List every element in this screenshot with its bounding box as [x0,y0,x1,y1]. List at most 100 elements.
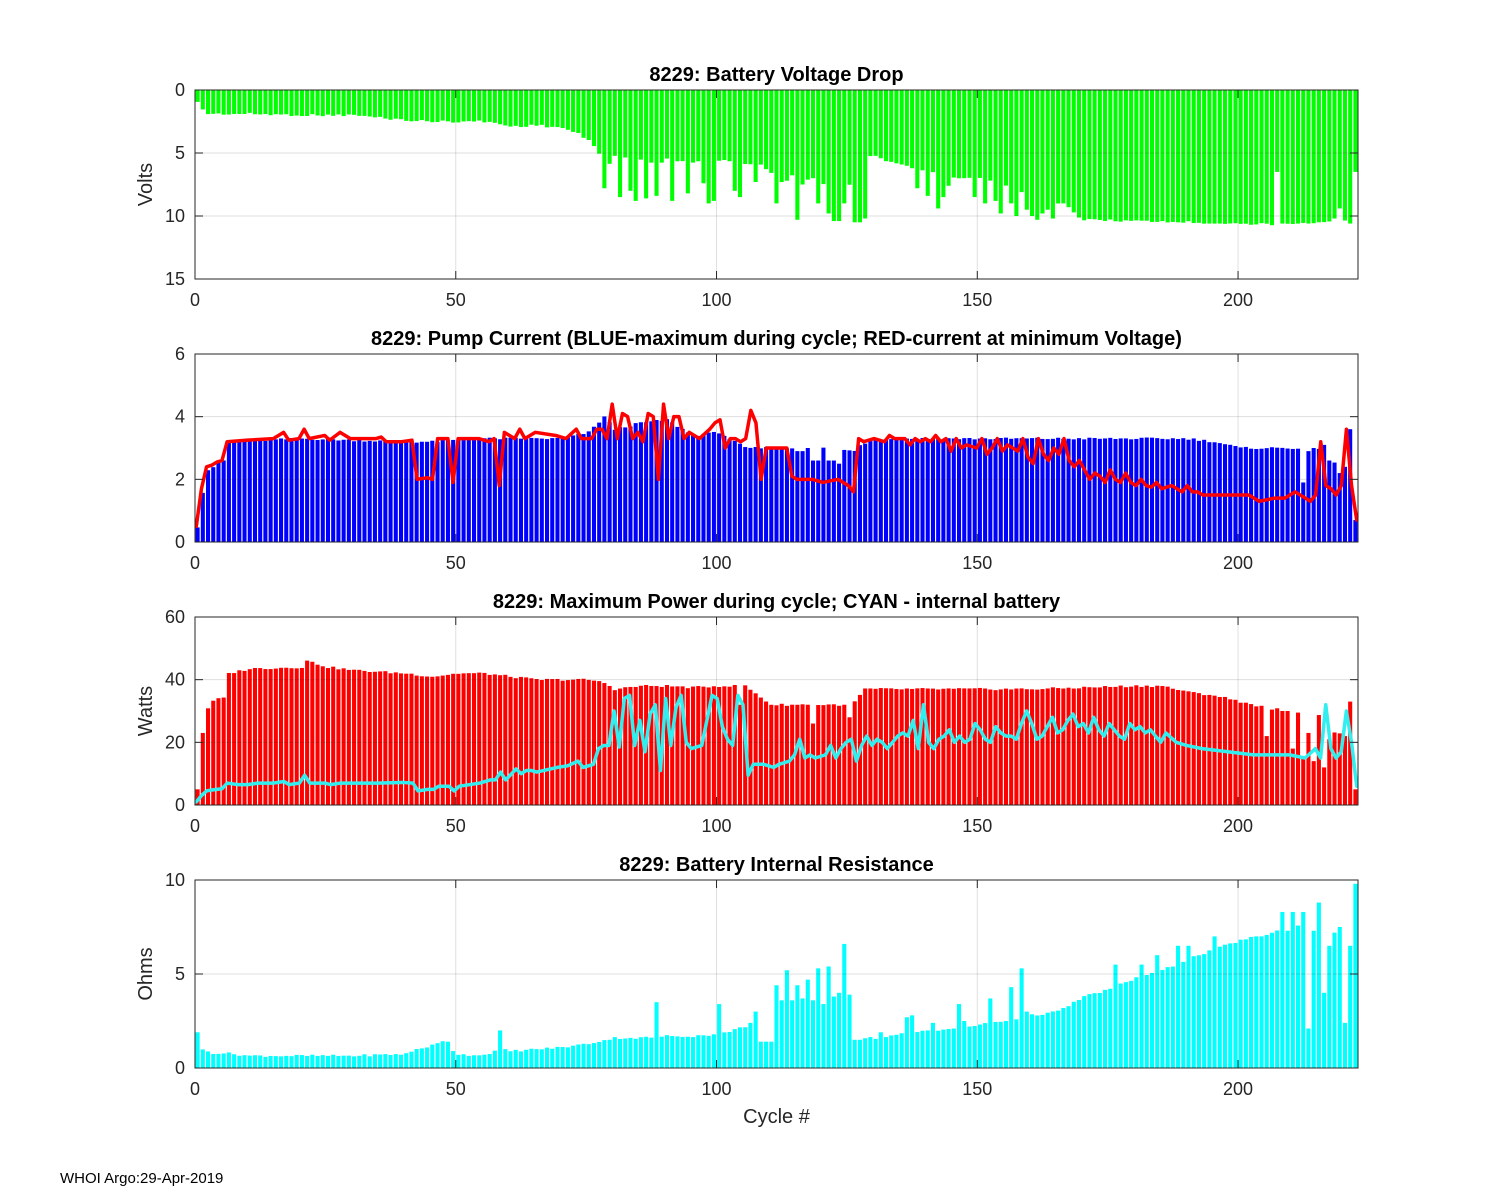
bar [910,438,915,542]
bar [482,438,487,542]
bar [325,90,331,115]
bar [294,668,299,805]
bar [550,679,555,805]
bar [1311,930,1316,1068]
bar [419,1048,424,1068]
bar [894,689,899,805]
x-tick-label: 100 [702,290,732,310]
bar [571,435,576,542]
y-tick-label: 10 [165,870,185,890]
bar [1155,685,1160,805]
bar [1259,448,1264,542]
y-tick-label: 2 [175,469,185,489]
bar [1066,687,1071,805]
bar [1071,688,1076,805]
bar [842,943,847,1068]
bar [1290,911,1295,1068]
bar [341,1055,346,1068]
bar [784,970,789,1068]
bar [320,90,325,117]
bar [539,438,544,542]
bar [586,90,591,141]
bar [1118,983,1123,1068]
bar [769,449,774,542]
bar [435,1043,440,1068]
bar [1123,982,1128,1068]
bar [195,1032,200,1068]
bar [1238,939,1243,1068]
bar [805,979,810,1068]
bar [936,689,941,805]
bar [299,90,304,117]
bar [1092,993,1097,1068]
bar [612,429,617,542]
bar [1019,968,1024,1068]
bar [1332,732,1337,805]
bar [1076,688,1082,805]
bar [492,90,497,123]
y-tick-label: 0 [175,80,185,100]
bar [743,447,748,542]
bar [346,439,351,542]
bar [685,432,690,542]
bar [200,90,205,110]
bar [289,668,294,805]
bar [967,688,972,805]
bar [868,90,873,157]
bar [1202,439,1207,542]
bar [1035,90,1040,220]
bar [1316,448,1321,542]
bar [983,438,988,542]
bar [1035,437,1040,542]
panel-pump-current-axes-box [194,353,1359,543]
bar [821,90,826,185]
bar [503,437,508,542]
bar [503,90,508,126]
bar [863,90,868,219]
bar [1066,90,1071,208]
bar [1019,90,1024,193]
bar [216,698,221,805]
bar [737,704,743,805]
bar [988,439,993,542]
bar [445,674,450,805]
bar [993,438,998,542]
bar [889,439,894,542]
bar [258,439,263,542]
x-tick-label: 50 [446,290,466,310]
bar [1050,438,1055,542]
bar [1306,732,1311,805]
bar [534,679,539,805]
bar [737,1027,743,1068]
bar [1030,689,1035,805]
bar [560,680,565,805]
bar [466,439,471,542]
bar [1306,451,1311,542]
bar [941,1029,946,1068]
bar [680,1036,685,1068]
bar [910,1015,915,1068]
bar [951,90,956,178]
bar [904,688,909,805]
bar [315,1055,320,1068]
bar [461,440,466,542]
bar [691,435,696,542]
bar [779,703,784,805]
bar [352,1056,357,1068]
bar [685,90,690,194]
bar [1181,961,1186,1068]
bar [826,704,831,805]
bar [920,90,925,171]
bar [659,420,664,542]
bar [539,90,544,125]
bar [331,666,336,805]
bar [654,686,659,805]
bar [1071,1001,1076,1068]
bar [571,679,576,805]
bar [320,1055,325,1068]
bar [1139,964,1144,1068]
bar [310,1054,315,1068]
bar [409,441,414,542]
bar [623,90,628,158]
bar [232,673,237,805]
